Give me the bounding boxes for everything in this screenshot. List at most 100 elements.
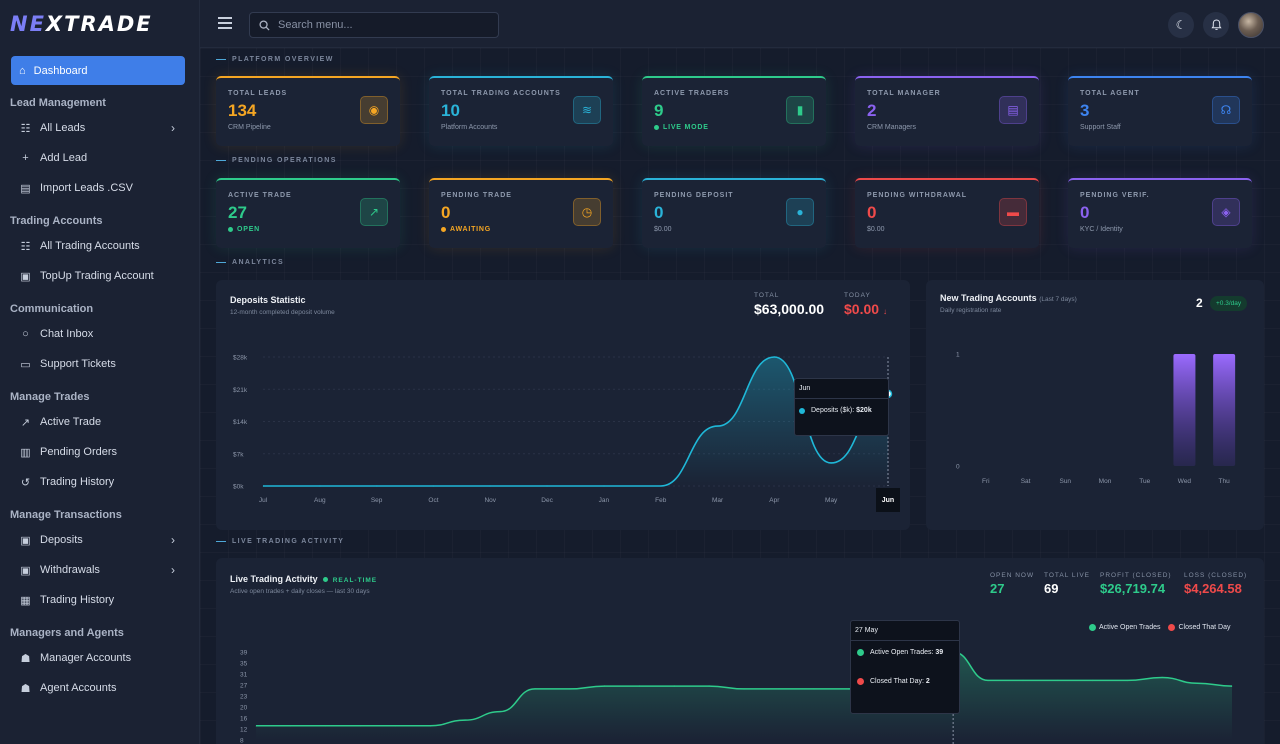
- kpi-card[interactable]: PENDING TRADE 0 AWAITING ◷: [429, 178, 613, 248]
- sidebar-item-label: Trading History: [40, 476, 115, 488]
- sidebar-item[interactable]: ▣ Withdrawals ›: [0, 555, 199, 585]
- sidebar-item[interactable]: ↺ Trading History: [0, 467, 199, 497]
- y-tick-label: 31: [240, 672, 248, 679]
- search-input[interactable]: [278, 19, 478, 31]
- menu-toggle-icon[interactable]: [218, 17, 232, 29]
- live-stat-label: PROFIT (CLOSED): [1100, 572, 1172, 579]
- bar-chart-icon: ▮: [786, 96, 814, 124]
- x-tick-label: Fri: [982, 478, 990, 485]
- deposits-axis-badge: Jun: [876, 488, 900, 512]
- trend-icon: ↗: [20, 416, 31, 429]
- y-tick-label: 12: [240, 727, 248, 734]
- down-arrow-icon: ↓: [882, 307, 887, 316]
- deposits-subtitle: 12-month completed deposit volume: [230, 309, 335, 316]
- kpi-sub: LIVE MODE: [654, 124, 814, 131]
- kpi-label: PENDING VERIF.: [1080, 192, 1150, 199]
- x-tick-label: Oct: [428, 497, 438, 504]
- x-tick-label: Feb: [655, 497, 667, 504]
- kpi-value: 134: [228, 101, 257, 120]
- sidebar-item[interactable]: ○ Chat Inbox: [0, 319, 199, 349]
- y-tick-label: $0k: [233, 484, 244, 491]
- sidebar-section-title: Manage Transactions: [10, 509, 122, 521]
- sidebar-item[interactable]: ▣ TopUp Trading Account: [0, 261, 199, 291]
- wallet-icon: ▣: [20, 270, 31, 283]
- sidebar-item-dashboard[interactable]: ⌂ Dashboard: [11, 56, 185, 85]
- file-icon: ▤: [20, 182, 31, 195]
- live-stat-value: 69: [1044, 581, 1059, 596]
- chevron-right-icon: ›: [171, 563, 175, 577]
- kpi-card[interactable]: TOTAL AGENT 3 Support Staff ☊: [1068, 76, 1252, 146]
- kpi-label: PENDING TRADE: [441, 192, 512, 199]
- sidebar-item-label: Dashboard: [33, 64, 88, 77]
- theme-toggle-icon[interactable]: ☾: [1168, 12, 1194, 38]
- sidebar-item[interactable]: ▥ Pending Orders: [0, 437, 199, 467]
- kpi-card[interactable]: TOTAL LEADS 134 CRM Pipeline ◉: [216, 76, 400, 146]
- sidebar-item[interactable]: ▦ Trading History: [0, 585, 199, 615]
- kpi-card[interactable]: PENDING DEPOSIT 0 $0.00 ●: [642, 178, 826, 248]
- sidebar-item[interactable]: ☷ All Trading Accounts: [0, 231, 199, 261]
- deposits-total-label: TOTAL: [754, 292, 780, 299]
- kpi-value: 3: [1080, 101, 1090, 120]
- kpi-sub: CRM Managers: [867, 124, 1027, 131]
- deposits-today-value: $0.00: [844, 301, 880, 317]
- y-tick-label: 0: [956, 464, 960, 471]
- sidebar-item[interactable]: ☗ Agent Accounts: [0, 673, 199, 703]
- sidebar-item-label: Support Tickets: [40, 358, 116, 370]
- live-stat: OPEN NOW 27: [990, 572, 1034, 596]
- kpi-card[interactable]: PENDING VERIF. 0 KYC / Identity ◈: [1068, 178, 1252, 248]
- live-trading-panel: Live Trading Activity REAL-TIME Active o…: [216, 558, 1264, 744]
- kpi-card[interactable]: PENDING WITHDRAWAL 0 $0.00 ▬: [855, 178, 1039, 248]
- sidebar-item-label: Trading History: [40, 594, 115, 606]
- kpi-card[interactable]: TOTAL TRADING ACCOUNTS 10 Platform Account…: [429, 76, 613, 146]
- sidebar-item-label: Chat Inbox: [40, 328, 94, 340]
- kpi-card[interactable]: ACTIVE TRADERS 9 LIVE MODE ▮: [642, 76, 826, 146]
- main-content: PLATFORM OVERVIEW TOTAL LEADS 134 CRM Pipe…: [200, 48, 1280, 744]
- search-box[interactable]: [249, 12, 499, 38]
- kpi-sub-text: Support Staff: [1080, 124, 1121, 131]
- chart-icon: ▦: [20, 594, 31, 607]
- new-accounts-value: 2: [1196, 296, 1203, 310]
- sidebar-item[interactable]: ☷ All Leads ›: [0, 113, 199, 143]
- kpi-card[interactable]: ACTIVE TRADE 27 OPEN ↗: [216, 178, 400, 248]
- live-tooltip: 27 May Active Open Trades: 39 Closed Tha…: [850, 620, 960, 714]
- bar: [1213, 354, 1236, 466]
- bar: [1173, 354, 1196, 466]
- x-tick-label: Jul: [259, 497, 268, 504]
- sidebar-item-label: All Leads: [40, 122, 86, 134]
- sidebar-section-title: Managers and Agents: [10, 627, 124, 639]
- kpi-card[interactable]: TOTAL MANAGER 2 CRM Managers ▤: [855, 76, 1039, 146]
- sidebar-item[interactable]: + Add Lead: [0, 143, 199, 173]
- kpi-sub: Platform Accounts: [441, 124, 601, 131]
- sidebar-item-label: Deposits: [40, 534, 83, 546]
- legend-label: Closed That Day: [1178, 624, 1231, 631]
- avatar[interactable]: [1238, 12, 1264, 38]
- sidebar-item[interactable]: ↗ Active Trade: [0, 407, 199, 437]
- sidebar-item[interactable]: ▤ Import Leads .CSV: [0, 173, 199, 203]
- kpi-label: TOTAL LEADS: [228, 90, 288, 97]
- new-accounts-subtitle: Daily registration rate: [940, 307, 1002, 314]
- sidebar-item[interactable]: ▣ Deposits ›: [0, 525, 199, 555]
- clock-icon: ◷: [573, 198, 601, 226]
- sidebar-item-label: Active Trade: [40, 416, 102, 428]
- ticket-icon: ▭: [20, 358, 31, 371]
- deposits-area: [263, 357, 888, 486]
- logo-text: NEXTRADE: [10, 12, 153, 36]
- kpi-sub-text: AWAITING: [450, 226, 492, 233]
- kpi-label: PENDING WITHDRAWAL: [867, 192, 968, 199]
- live-tooltip-date: 27 May: [851, 621, 959, 641]
- live-stat: LOSS (CLOSED) $4,264.58: [1184, 572, 1247, 596]
- sidebar-item[interactable]: ☗ Manager Accounts: [0, 643, 199, 673]
- legend-dot: [1168, 624, 1176, 631]
- deposits-total-value: $63,000.00: [754, 301, 825, 317]
- notification-bell-icon[interactable]: [1203, 12, 1229, 38]
- y-tick-label: 20: [240, 705, 248, 712]
- live-tooltip-closed-value: 2: [925, 678, 930, 685]
- sidebar-section-title: Communication: [10, 303, 94, 315]
- live-stat-value: $26,719.74: [1100, 581, 1166, 596]
- logo[interactable]: NEXTRADE: [0, 0, 199, 48]
- live-tooltip-closed-label: Closed That Day:: [870, 678, 924, 685]
- target-icon: ◉: [360, 96, 388, 124]
- sidebar-item-label: Agent Accounts: [40, 682, 117, 694]
- x-tick-label: Dec: [541, 497, 553, 504]
- sidebar-item[interactable]: ▭ Support Tickets: [0, 349, 199, 379]
